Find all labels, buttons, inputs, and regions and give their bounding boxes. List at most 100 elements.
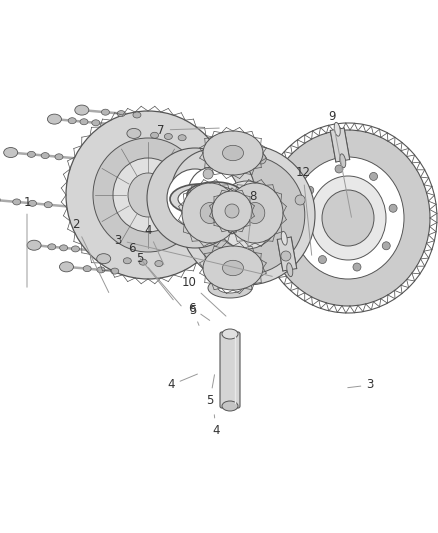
Ellipse shape (292, 157, 404, 279)
Ellipse shape (218, 138, 242, 148)
Ellipse shape (178, 135, 186, 141)
Ellipse shape (212, 157, 248, 173)
Ellipse shape (200, 203, 220, 223)
Ellipse shape (4, 148, 18, 158)
Ellipse shape (340, 154, 346, 168)
Text: 5: 5 (136, 252, 181, 306)
Ellipse shape (178, 188, 222, 210)
Ellipse shape (155, 261, 163, 266)
Ellipse shape (281, 251, 291, 261)
Ellipse shape (164, 133, 173, 140)
Ellipse shape (228, 266, 238, 276)
Ellipse shape (97, 267, 105, 273)
Ellipse shape (179, 145, 315, 285)
Ellipse shape (223, 146, 244, 161)
Polygon shape (277, 237, 297, 271)
Text: 2: 2 (72, 219, 109, 293)
Text: 5: 5 (206, 375, 215, 407)
Ellipse shape (187, 182, 243, 208)
Text: 10: 10 (182, 276, 226, 316)
Ellipse shape (382, 242, 390, 250)
Ellipse shape (189, 225, 199, 235)
Ellipse shape (218, 283, 242, 293)
Ellipse shape (55, 154, 63, 160)
Ellipse shape (133, 112, 141, 118)
Ellipse shape (188, 167, 238, 219)
Ellipse shape (212, 191, 252, 231)
Ellipse shape (179, 176, 187, 182)
Ellipse shape (370, 173, 378, 181)
Ellipse shape (171, 149, 255, 237)
Ellipse shape (295, 195, 305, 205)
Ellipse shape (227, 193, 267, 237)
Ellipse shape (281, 231, 287, 245)
Ellipse shape (60, 262, 74, 272)
Ellipse shape (189, 156, 305, 274)
Ellipse shape (28, 200, 36, 206)
Ellipse shape (353, 263, 361, 271)
Ellipse shape (203, 131, 263, 175)
Ellipse shape (191, 177, 198, 183)
Ellipse shape (41, 152, 49, 159)
Ellipse shape (66, 111, 230, 279)
Ellipse shape (167, 169, 223, 227)
Ellipse shape (47, 114, 61, 124)
Text: 8: 8 (247, 190, 257, 249)
Ellipse shape (220, 161, 240, 169)
Ellipse shape (13, 199, 21, 205)
Text: 3: 3 (348, 378, 374, 392)
Text: 1: 1 (23, 196, 31, 287)
Ellipse shape (44, 201, 52, 208)
Ellipse shape (71, 246, 79, 252)
Ellipse shape (245, 203, 265, 223)
Ellipse shape (208, 133, 252, 153)
Ellipse shape (113, 158, 183, 232)
Ellipse shape (225, 204, 239, 218)
Ellipse shape (212, 257, 248, 273)
Ellipse shape (92, 120, 100, 126)
Text: 7: 7 (157, 124, 219, 136)
Ellipse shape (150, 221, 164, 231)
Ellipse shape (208, 278, 252, 298)
FancyBboxPatch shape (220, 332, 240, 408)
Polygon shape (330, 128, 350, 162)
Text: 6: 6 (188, 302, 210, 320)
Ellipse shape (97, 254, 111, 264)
Ellipse shape (220, 261, 240, 269)
Ellipse shape (93, 138, 203, 252)
Text: 4: 4 (144, 223, 164, 264)
Ellipse shape (80, 119, 88, 125)
Ellipse shape (102, 109, 110, 115)
Text: 6: 6 (128, 241, 173, 300)
Ellipse shape (389, 204, 397, 212)
Ellipse shape (83, 265, 91, 272)
Ellipse shape (256, 154, 266, 164)
Ellipse shape (310, 176, 386, 260)
Ellipse shape (223, 260, 244, 276)
Ellipse shape (334, 123, 340, 136)
Ellipse shape (318, 255, 326, 264)
Ellipse shape (147, 148, 243, 248)
Ellipse shape (222, 401, 238, 411)
Ellipse shape (28, 151, 35, 157)
Ellipse shape (287, 263, 293, 277)
Ellipse shape (222, 329, 238, 339)
Text: 3: 3 (114, 233, 272, 277)
Ellipse shape (117, 110, 125, 117)
Ellipse shape (48, 244, 56, 250)
Ellipse shape (111, 268, 119, 274)
Ellipse shape (183, 226, 191, 232)
Text: 4: 4 (167, 374, 198, 392)
Ellipse shape (195, 186, 235, 204)
Ellipse shape (202, 179, 210, 184)
Ellipse shape (322, 190, 374, 246)
Ellipse shape (215, 181, 279, 249)
Ellipse shape (158, 173, 172, 183)
Ellipse shape (27, 240, 41, 250)
Ellipse shape (139, 259, 147, 265)
Ellipse shape (203, 246, 263, 290)
Ellipse shape (124, 258, 131, 264)
Ellipse shape (306, 186, 314, 194)
Ellipse shape (203, 169, 213, 179)
Text: 9: 9 (328, 109, 351, 217)
